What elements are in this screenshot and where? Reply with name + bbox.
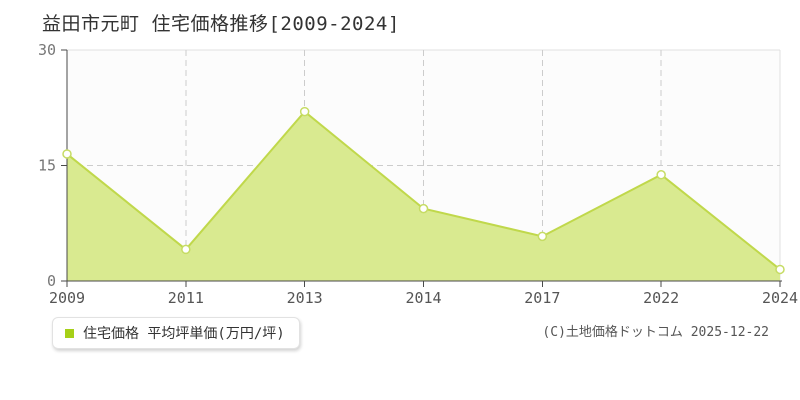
x-tick-label: 2011 bbox=[168, 289, 204, 307]
data-point-marker bbox=[537, 231, 548, 242]
x-tick-label: 2014 bbox=[405, 289, 441, 307]
legend-label: 住宅価格 平均坪単価(万円/坪) bbox=[83, 326, 285, 342]
x-tick-label: 2024 bbox=[762, 289, 798, 307]
data-point-marker bbox=[62, 149, 72, 159]
price-trend-chart: 0 15 30 2009 2011 2013 2014 2017 2022 2024 bbox=[38, 41, 798, 307]
legend-marker-icon bbox=[65, 328, 74, 338]
y-tick-label: 15 bbox=[38, 157, 56, 175]
area-fill bbox=[67, 111, 780, 281]
legend: 住宅価格 平均坪単価(万円/坪) bbox=[52, 317, 300, 349]
data-point-marker bbox=[418, 203, 429, 214]
data-point-marker bbox=[656, 169, 666, 180]
x-tick-label: 2022 bbox=[643, 289, 679, 307]
x-tick-label: 2013 bbox=[287, 289, 323, 307]
data-point-marker bbox=[181, 244, 191, 255]
data-point-marker bbox=[299, 106, 310, 117]
x-tick-label: 2009 bbox=[49, 289, 85, 307]
copyright-text: (C)土地価格ドットコム 2025-12-22 bbox=[542, 325, 769, 340]
page-title: 益田市元町 住宅価格推移[2009-2024] bbox=[42, 13, 400, 35]
x-tick-label: 2017 bbox=[524, 289, 560, 307]
y-tick-label: 0 bbox=[47, 272, 56, 290]
y-tick-label: 30 bbox=[38, 41, 56, 59]
data-point-marker bbox=[775, 264, 785, 275]
